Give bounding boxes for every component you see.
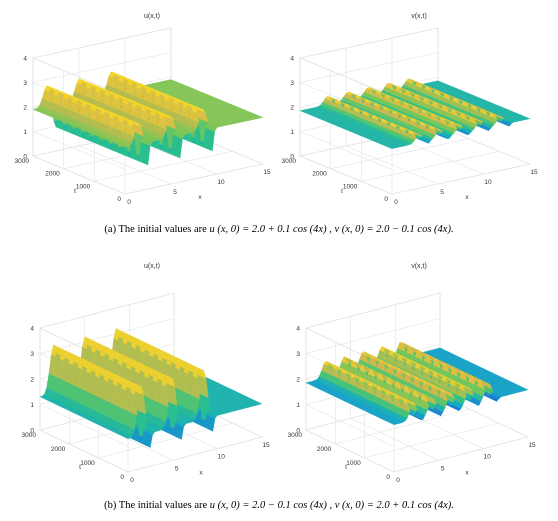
surface-mesh	[305, 342, 529, 425]
z-tick-label: 3	[30, 351, 34, 358]
z-tick-label: 2	[290, 105, 294, 112]
x-tick-label: 5	[173, 189, 177, 196]
x-tick-label: 15	[263, 169, 271, 176]
surface-mesh	[32, 71, 264, 166]
t-tick-label: 0	[120, 474, 124, 481]
t-tick-label: 0	[384, 196, 388, 203]
z-tick-label: 0	[30, 428, 34, 435]
z-tick-label: 2	[30, 377, 34, 384]
x-tick-label: 0	[394, 199, 398, 206]
surface-patch	[251, 113, 264, 119]
plot-title: v(x,t)	[411, 263, 427, 270]
t-axis-label: t	[345, 464, 347, 471]
x-axis-label: x	[199, 470, 203, 477]
t-tick-label: 2000	[45, 171, 60, 178]
z-tick-label: 4	[30, 326, 34, 333]
x-tick-label: 10	[217, 179, 225, 186]
t-tick-label: 3000	[22, 432, 37, 439]
t-axis-label: t	[74, 188, 76, 195]
t-axis-label: t	[79, 464, 81, 471]
z-tick-label: 0	[290, 154, 294, 161]
t-axis-label: t	[341, 188, 343, 195]
x-tick-label: 10	[484, 454, 492, 461]
x-tick-label: 5	[440, 189, 444, 196]
caption-equation: u (x, 0) = 2.0 − 0.1 cos (4x) , v (x, 0)…	[209, 500, 454, 511]
x-axis-label: x	[198, 194, 202, 201]
caption-a: (a) The initial values are u (x, 0) = 2.…	[0, 224, 558, 235]
t-tick-label: 2000	[312, 171, 327, 178]
t-tick-label: 2000	[51, 446, 66, 453]
x-tick-label: 15	[262, 442, 270, 449]
t-tick-label: 1000	[80, 460, 95, 467]
x-tick-label: 5	[175, 465, 179, 472]
caption-text: The initial values are	[118, 224, 207, 235]
x-tick-label: 15	[528, 442, 536, 449]
t-tick-label: 1000	[76, 183, 91, 190]
caption-label: (b)	[104, 500, 117, 511]
t-tick-label: 3000	[282, 158, 297, 165]
plot-title: u(x,t)	[144, 263, 160, 270]
t-tick-label: 0	[386, 474, 390, 481]
z-tick-label: 4	[23, 56, 27, 63]
z-tick-label: 3	[296, 351, 300, 358]
z-tick-label: 1	[290, 129, 294, 136]
x-axis-label: x	[465, 194, 469, 201]
x-tick-label: 10	[218, 454, 226, 461]
x-axis-label: x	[465, 470, 469, 477]
caption-text: The initial values are	[118, 500, 208, 511]
t-tick-label: 1000	[343, 183, 358, 190]
t-tick-label: 2000	[317, 446, 332, 453]
z-tick-label: 4	[290, 56, 294, 63]
x-tick-label: 0	[130, 477, 134, 484]
t-tick-label: 3000	[288, 432, 303, 439]
surface-mesh	[39, 328, 263, 448]
surface-patch	[517, 114, 531, 120]
z-tick-label: 1	[30, 402, 34, 409]
x-tick-label: 15	[530, 169, 538, 176]
t-tick-label: 3000	[15, 158, 30, 165]
caption-label: (a)	[104, 224, 117, 235]
plot-title: v(x,t)	[411, 13, 427, 20]
surface-mesh	[299, 78, 531, 149]
surface-patch	[250, 399, 263, 405]
z-tick-label: 0	[23, 154, 27, 161]
z-tick-label: 2	[296, 377, 300, 384]
x-tick-label: 0	[396, 477, 400, 484]
t-tick-label: 0	[117, 196, 121, 203]
z-tick-label: 3	[290, 80, 294, 87]
z-tick-label: 2	[23, 105, 27, 112]
z-tick-label: 0	[296, 428, 300, 435]
plot-title: u(x,t)	[144, 13, 160, 20]
x-tick-label: 10	[484, 179, 492, 186]
x-tick-label: 0	[127, 199, 131, 206]
caption-b: (b) The initial values are u (x, 0) = 2.…	[0, 500, 558, 511]
t-tick-label: 1000	[346, 460, 361, 467]
z-tick-label: 4	[296, 326, 300, 333]
z-tick-label: 3	[23, 80, 27, 87]
surface-patch	[516, 385, 529, 391]
z-tick-label: 1	[23, 129, 27, 136]
x-tick-label: 5	[441, 465, 445, 472]
caption-equation: u (x, 0) = 2.0 + 0.1 cos (4x) , v (x, 0)…	[209, 224, 454, 235]
z-tick-label: 1	[296, 402, 300, 409]
